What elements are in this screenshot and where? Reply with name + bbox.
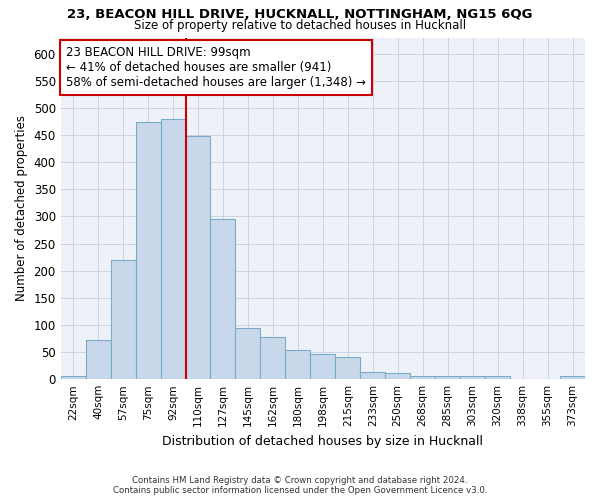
Bar	[410, 376, 435, 379]
Bar	[335, 357, 360, 379]
Y-axis label: Number of detached properties: Number of detached properties	[15, 116, 28, 302]
Bar	[136, 122, 161, 379]
Text: 23, BEACON HILL DRIVE, HUCKNALL, NOTTINGHAM, NG15 6QG: 23, BEACON HILL DRIVE, HUCKNALL, NOTTING…	[67, 8, 533, 20]
Bar	[460, 376, 485, 379]
Bar	[360, 372, 385, 379]
Bar	[185, 136, 211, 379]
X-axis label: Distribution of detached houses by size in Hucknall: Distribution of detached houses by size …	[163, 434, 484, 448]
Bar	[385, 372, 410, 379]
Bar	[560, 376, 585, 379]
Text: Contains HM Land Registry data © Crown copyright and database right 2024.
Contai: Contains HM Land Registry data © Crown c…	[113, 476, 487, 495]
Text: 23 BEACON HILL DRIVE: 99sqm
← 41% of detached houses are smaller (941)
58% of se: 23 BEACON HILL DRIVE: 99sqm ← 41% of det…	[66, 46, 366, 89]
Bar	[235, 328, 260, 379]
Bar	[211, 219, 235, 379]
Bar	[286, 350, 310, 379]
Bar	[260, 337, 286, 379]
Bar	[110, 260, 136, 379]
Bar	[61, 376, 86, 379]
Bar	[485, 376, 510, 379]
Bar	[435, 376, 460, 379]
Bar	[86, 340, 110, 379]
Bar	[310, 354, 335, 379]
Bar	[161, 120, 185, 379]
Text: Size of property relative to detached houses in Hucknall: Size of property relative to detached ho…	[134, 19, 466, 32]
